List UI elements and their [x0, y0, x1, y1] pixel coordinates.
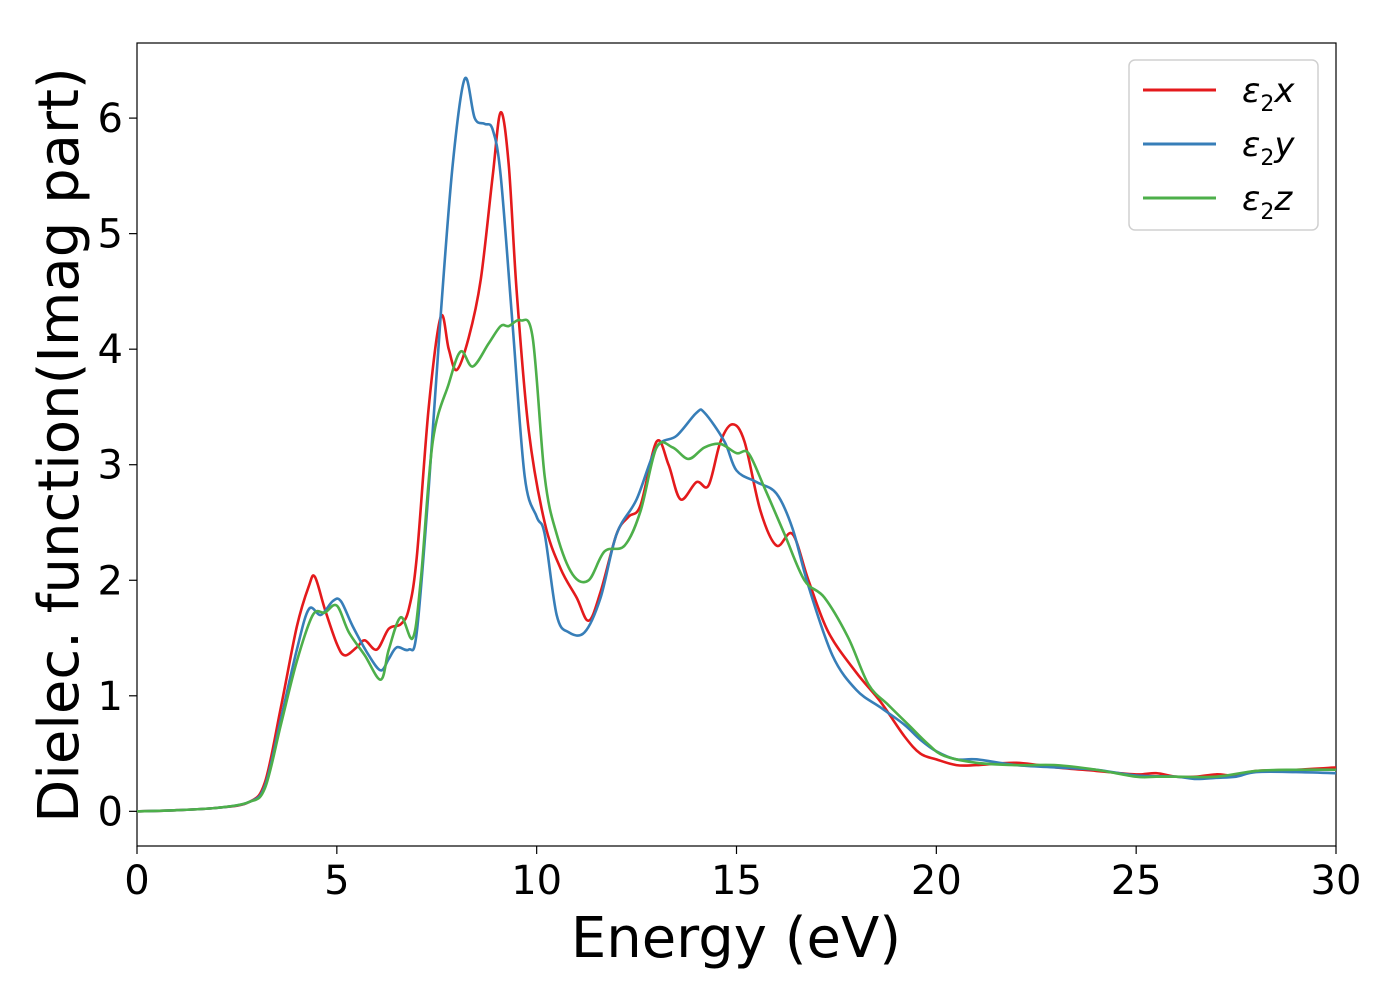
y-tick-label: 6 [98, 96, 123, 142]
legend-label-sub: 2 [1260, 92, 1274, 117]
series-layer [137, 76, 1336, 813]
legend-label-sub: 2 [1260, 146, 1274, 171]
y-tick-label: 1 [98, 674, 123, 720]
legend-label-main: ε [1242, 179, 1260, 219]
x-axis-title: Energy (eV) [571, 906, 901, 971]
legend-label-sub: 2 [1260, 200, 1274, 225]
y-tick-label: 2 [98, 558, 123, 604]
x-tick-label: 0 [124, 858, 149, 904]
x-tick-label: 5 [324, 858, 349, 904]
y-axis-title: Dielec. function(Imag part) [27, 67, 92, 823]
x-tick-label: 10 [511, 858, 562, 904]
y-tick-label: 4 [98, 327, 123, 373]
legend-label-eps2x: ε2x [1242, 71, 1295, 117]
x-tick-label: 30 [1311, 858, 1362, 904]
y-axis-ticks: 0 1 2 3 4 5 6 [98, 96, 137, 835]
x-axis-ticks: 0 5 10 15 20 25 30 [124, 846, 1361, 904]
legend-label-main: ε [1242, 71, 1260, 111]
legend-label-suffix: z [1273, 179, 1293, 219]
legend-label-main: ε [1242, 125, 1260, 165]
legend-label-suffix: x [1273, 71, 1295, 111]
x-tick-label: 25 [1111, 858, 1162, 904]
y-tick-label: 3 [98, 443, 123, 489]
y-tick-label: 0 [98, 789, 123, 835]
y-tick-label: 5 [98, 212, 123, 258]
series-line-eps2y [137, 76, 1336, 813]
series-line-eps2z [137, 318, 1336, 813]
x-tick-label: 15 [711, 858, 762, 904]
legend-label-eps2y: ε2y [1242, 125, 1295, 171]
legend-label-suffix: y [1273, 125, 1295, 165]
legend-label-eps2z: ε2z [1242, 179, 1293, 225]
legend-box [1128, 59, 1319, 231]
x-tick-label: 20 [911, 858, 962, 904]
